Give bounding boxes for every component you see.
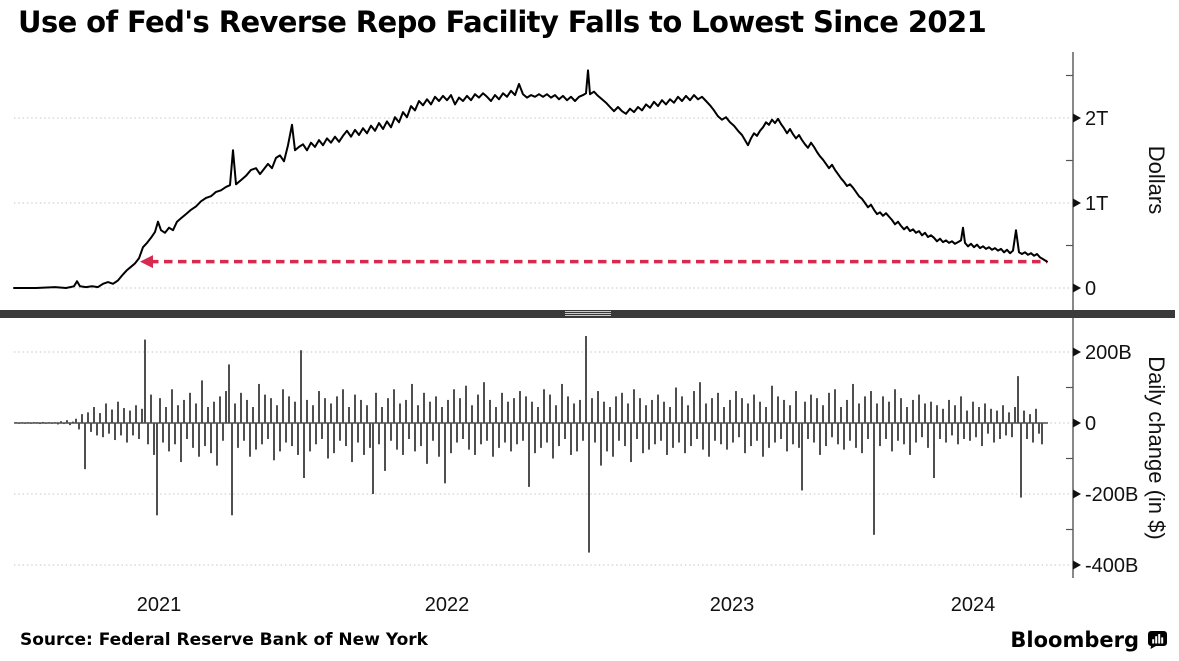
tick-marker <box>1073 347 1081 357</box>
axis-label: 200B <box>1085 342 1132 364</box>
panel-divider[interactable] <box>0 310 1175 318</box>
repo-balance-line <box>13 69 1048 289</box>
chart-title: Use of Fed's Reverse Repo Facility Falls… <box>18 5 987 39</box>
axis-label: 2024 <box>951 594 996 616</box>
gridlines <box>14 117 1073 566</box>
axis-label: -400B <box>1085 555 1138 577</box>
daily-change-bars <box>15 336 1043 553</box>
axis-label: 0 <box>1085 413 1096 435</box>
axis-label: -200B <box>1085 484 1138 506</box>
axis-label: 0 <box>1085 278 1096 300</box>
lowest-level-arrow <box>140 255 1047 269</box>
axis-label: 2022 <box>425 594 470 616</box>
axis-label: Dollars <box>1144 146 1169 214</box>
axis-label: 2T <box>1085 108 1108 130</box>
source-text: Federal Reserve Bank of New York <box>98 630 428 650</box>
tick-marker <box>1073 198 1081 208</box>
chart-footer: Source: Federal Reserve Bank of New York… <box>0 620 1179 660</box>
divider-grip-icon[interactable] <box>565 311 611 317</box>
tick-marker <box>1073 489 1081 499</box>
bloomberg-wordmark: Bloomberg <box>1010 628 1139 652</box>
source-note: Source: Federal Reserve Bank of New York <box>20 630 428 650</box>
bloomberg-logo: Bloomberg <box>1010 628 1167 652</box>
axis-label: 2021 <box>137 594 182 616</box>
chart-canvas: 0 1T 2T 200B 0 -200B -400B Dollars Daily change … <box>13 52 1169 616</box>
axis-label: 1T <box>1085 193 1108 215</box>
tick-marker <box>1073 418 1081 428</box>
axis-label: Daily change (in $) <box>1144 356 1169 539</box>
tick-marker <box>1073 113 1081 123</box>
axis-label: 2023 <box>710 594 755 616</box>
tick-marker <box>1073 560 1081 570</box>
source-label: Source: <box>20 630 93 650</box>
bloomberg-mark-icon <box>1148 631 1167 649</box>
tick-marker <box>1073 283 1081 293</box>
